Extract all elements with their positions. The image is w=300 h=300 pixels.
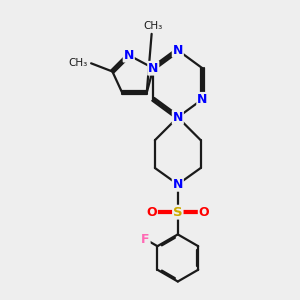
Text: S: S (173, 206, 183, 219)
Text: O: O (199, 206, 209, 219)
Text: CH₃: CH₃ (68, 58, 87, 68)
Text: N: N (124, 49, 134, 62)
Text: N: N (172, 111, 183, 124)
Text: N: N (172, 44, 183, 57)
Text: N: N (172, 178, 183, 191)
Text: O: O (146, 206, 157, 219)
Text: F: F (141, 233, 150, 246)
Text: N: N (148, 62, 158, 75)
Text: N: N (197, 93, 208, 106)
Text: CH₃: CH₃ (144, 21, 163, 31)
